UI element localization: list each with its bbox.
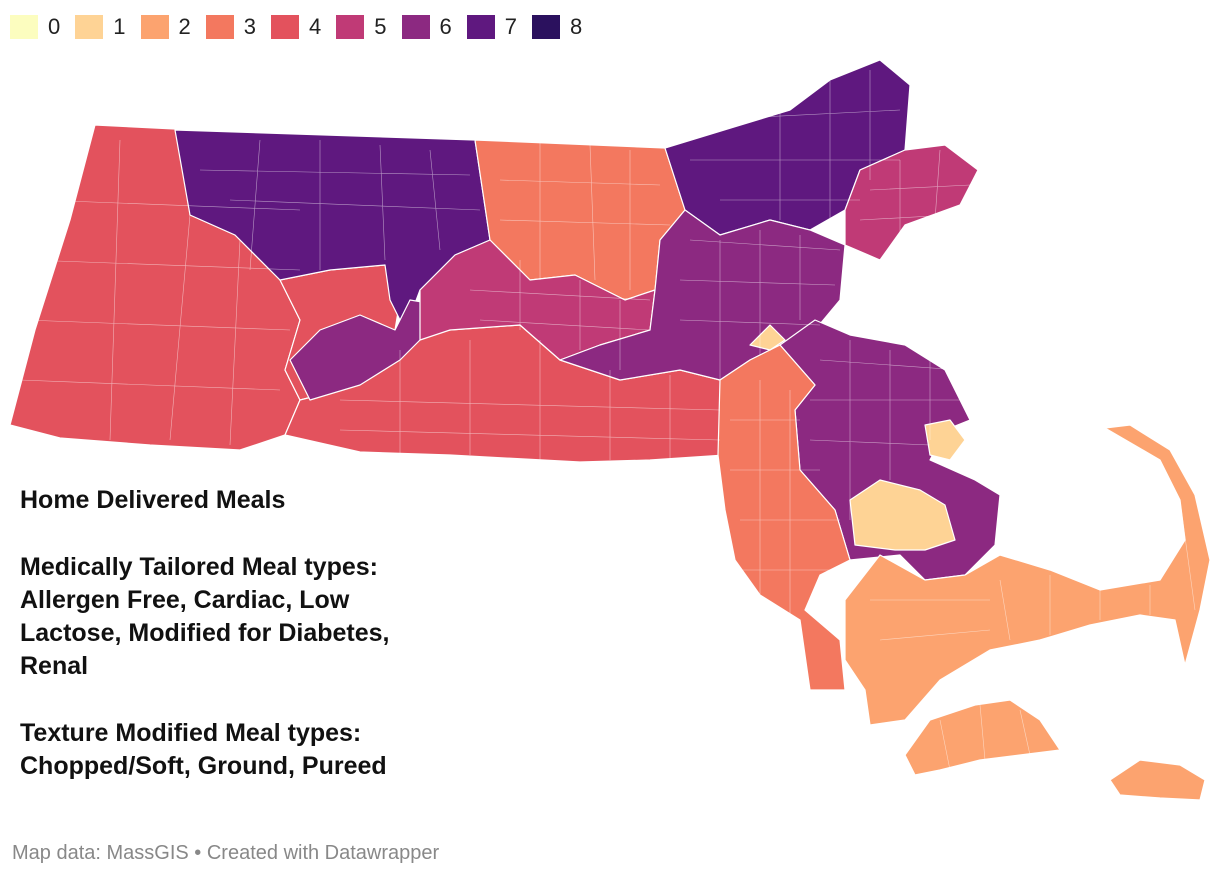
annotation-title: Home Delivered Meals (20, 486, 286, 514)
legend-item-1: 1 (75, 14, 126, 40)
legend-label: 7 (504, 14, 517, 39)
legend-swatch (532, 15, 560, 39)
legend-item-6: 6 (401, 14, 452, 40)
legend: 0 1 2 3 4 5 6 7 8 (10, 14, 597, 40)
annotation-texture-types: Chopped/Soft, Ground, Pureed (20, 752, 387, 780)
legend-swatch (466, 15, 495, 39)
map-credits: Map data: MassGIS • Created with Datawra… (12, 842, 440, 864)
legend-item-2: 2 (140, 14, 191, 40)
legend-item-4: 4 (271, 14, 321, 40)
legend-label: 3 (243, 14, 256, 39)
annotation-mtm-heading: Medically Tailored Meal types: (20, 553, 378, 581)
legend-item-5: 5 (336, 14, 387, 40)
legend-item-0: 0 (10, 14, 60, 40)
region-plymouth-county[interactable] (849, 479, 956, 551)
annotation-texture-heading: Texture Modified Meal types: (20, 719, 362, 747)
annotation-mtm-types: Allergen Free, Cardiac, Low Lactose, Mod… (20, 586, 390, 680)
legend-swatch (140, 15, 169, 39)
region-plymouth-west[interactable] (749, 324, 786, 351)
region-islands[interactable] (904, 699, 1061, 776)
legend-label: 6 (439, 14, 452, 39)
legend-swatch (75, 15, 104, 39)
region-plymouth-north[interactable] (924, 419, 966, 461)
region-north-shore[interactable] (844, 144, 979, 261)
region-cape-cod[interactable] (844, 424, 1211, 726)
legend-swatch (271, 15, 299, 39)
region-bristol-county[interactable] (717, 344, 851, 691)
legend-label: 8 (570, 14, 583, 39)
legend-swatch (336, 15, 365, 39)
map-annotation: Home Delivered Meals Medically Tailored … (20, 484, 420, 817)
legend-label: 2 (178, 14, 191, 39)
region-nantucket[interactable] (1109, 759, 1206, 801)
legend-label: 4 (309, 14, 322, 39)
legend-item-8: 8 (532, 14, 582, 40)
legend-label: 1 (113, 14, 126, 39)
legend-label: 0 (48, 14, 61, 39)
legend-swatch (401, 15, 430, 39)
legend-item-7: 7 (466, 14, 517, 40)
legend-swatch (205, 15, 234, 39)
legend-label: 5 (374, 14, 387, 39)
municipal-boundaries (19, 70, 1196, 771)
legend-swatch (10, 15, 38, 39)
legend-item-3: 3 (205, 14, 256, 40)
